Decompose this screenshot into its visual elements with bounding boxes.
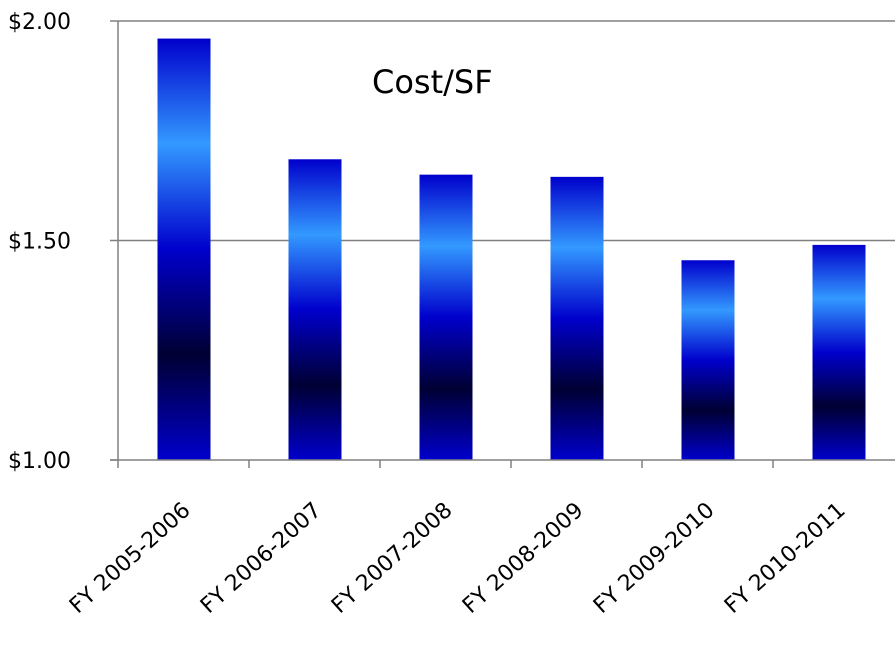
x-category-label: FY 2008-2009 <box>458 498 588 619</box>
x-category-label: FY 2007-2008 <box>327 498 457 619</box>
gridlines <box>118 20 895 242</box>
y-tick-label: $1.50 <box>8 230 71 255</box>
bar <box>288 159 342 460</box>
chart-title: Cost/SF <box>372 63 493 101</box>
bar <box>812 244 866 460</box>
x-category-label: FY 2006-2007 <box>196 498 326 619</box>
x-category-label: FY 2010-2011 <box>720 498 850 619</box>
bar <box>419 174 473 460</box>
bar <box>157 38 211 461</box>
bar <box>681 260 735 460</box>
y-tick-label: $2.00 <box>8 10 71 35</box>
bars <box>157 38 866 461</box>
x-category-label: FY 2009-2010 <box>589 498 719 619</box>
axes <box>110 20 895 468</box>
bar <box>550 176 604 460</box>
y-tick-label: $1.00 <box>8 449 71 474</box>
x-category-label: FY 2005-2006 <box>65 498 195 619</box>
